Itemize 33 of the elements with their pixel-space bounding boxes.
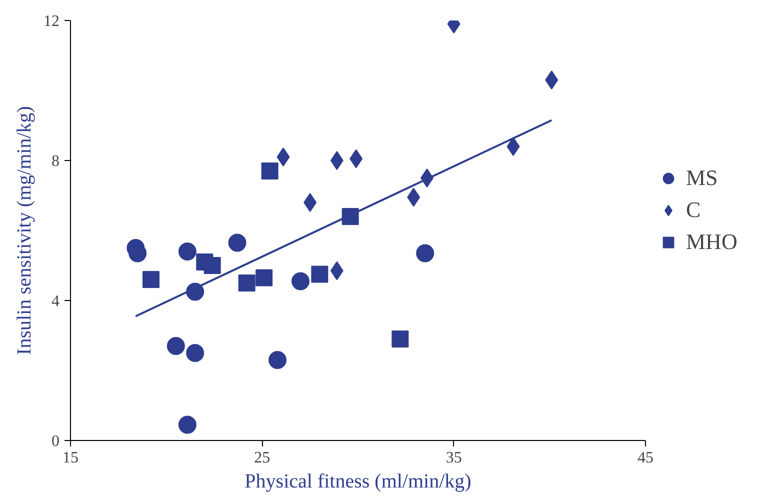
point: [292, 272, 310, 290]
legend-label: MHO: [686, 229, 738, 255]
point: [142, 271, 160, 288]
point: [392, 330, 409, 348]
legend-label: MS: [686, 165, 718, 191]
y-tick-label: 12: [44, 13, 60, 30]
x-tick-label: 25: [254, 450, 270, 466]
point: [311, 266, 328, 283]
point: [256, 269, 273, 286]
x-tick-label: 35: [446, 450, 462, 466]
point: [506, 137, 520, 156]
x-tick-label: 15: [62, 450, 78, 466]
point: [186, 344, 204, 362]
point: [228, 234, 246, 252]
point: [416, 244, 434, 262]
legend-label: C: [686, 197, 702, 223]
point: [268, 351, 286, 369]
x-tick-label: 45: [638, 450, 654, 466]
x-axis-title: Physical fitness (ml/min/kg): [244, 470, 472, 492]
y-tick-label: 4: [52, 293, 60, 310]
y-tick-label: 8: [52, 153, 60, 170]
point: [276, 148, 290, 166]
point: [204, 257, 221, 274]
point: [178, 242, 196, 260]
y-tick-label: 0: [52, 433, 60, 450]
point: [178, 416, 196, 434]
y-axis-title: Insulin sensitivity (mg/min/kg): [14, 106, 36, 355]
point: [545, 70, 558, 90]
point: [166, 337, 185, 355]
point: [238, 274, 256, 292]
point: [304, 193, 317, 212]
point: [261, 162, 278, 180]
point: [330, 151, 344, 170]
